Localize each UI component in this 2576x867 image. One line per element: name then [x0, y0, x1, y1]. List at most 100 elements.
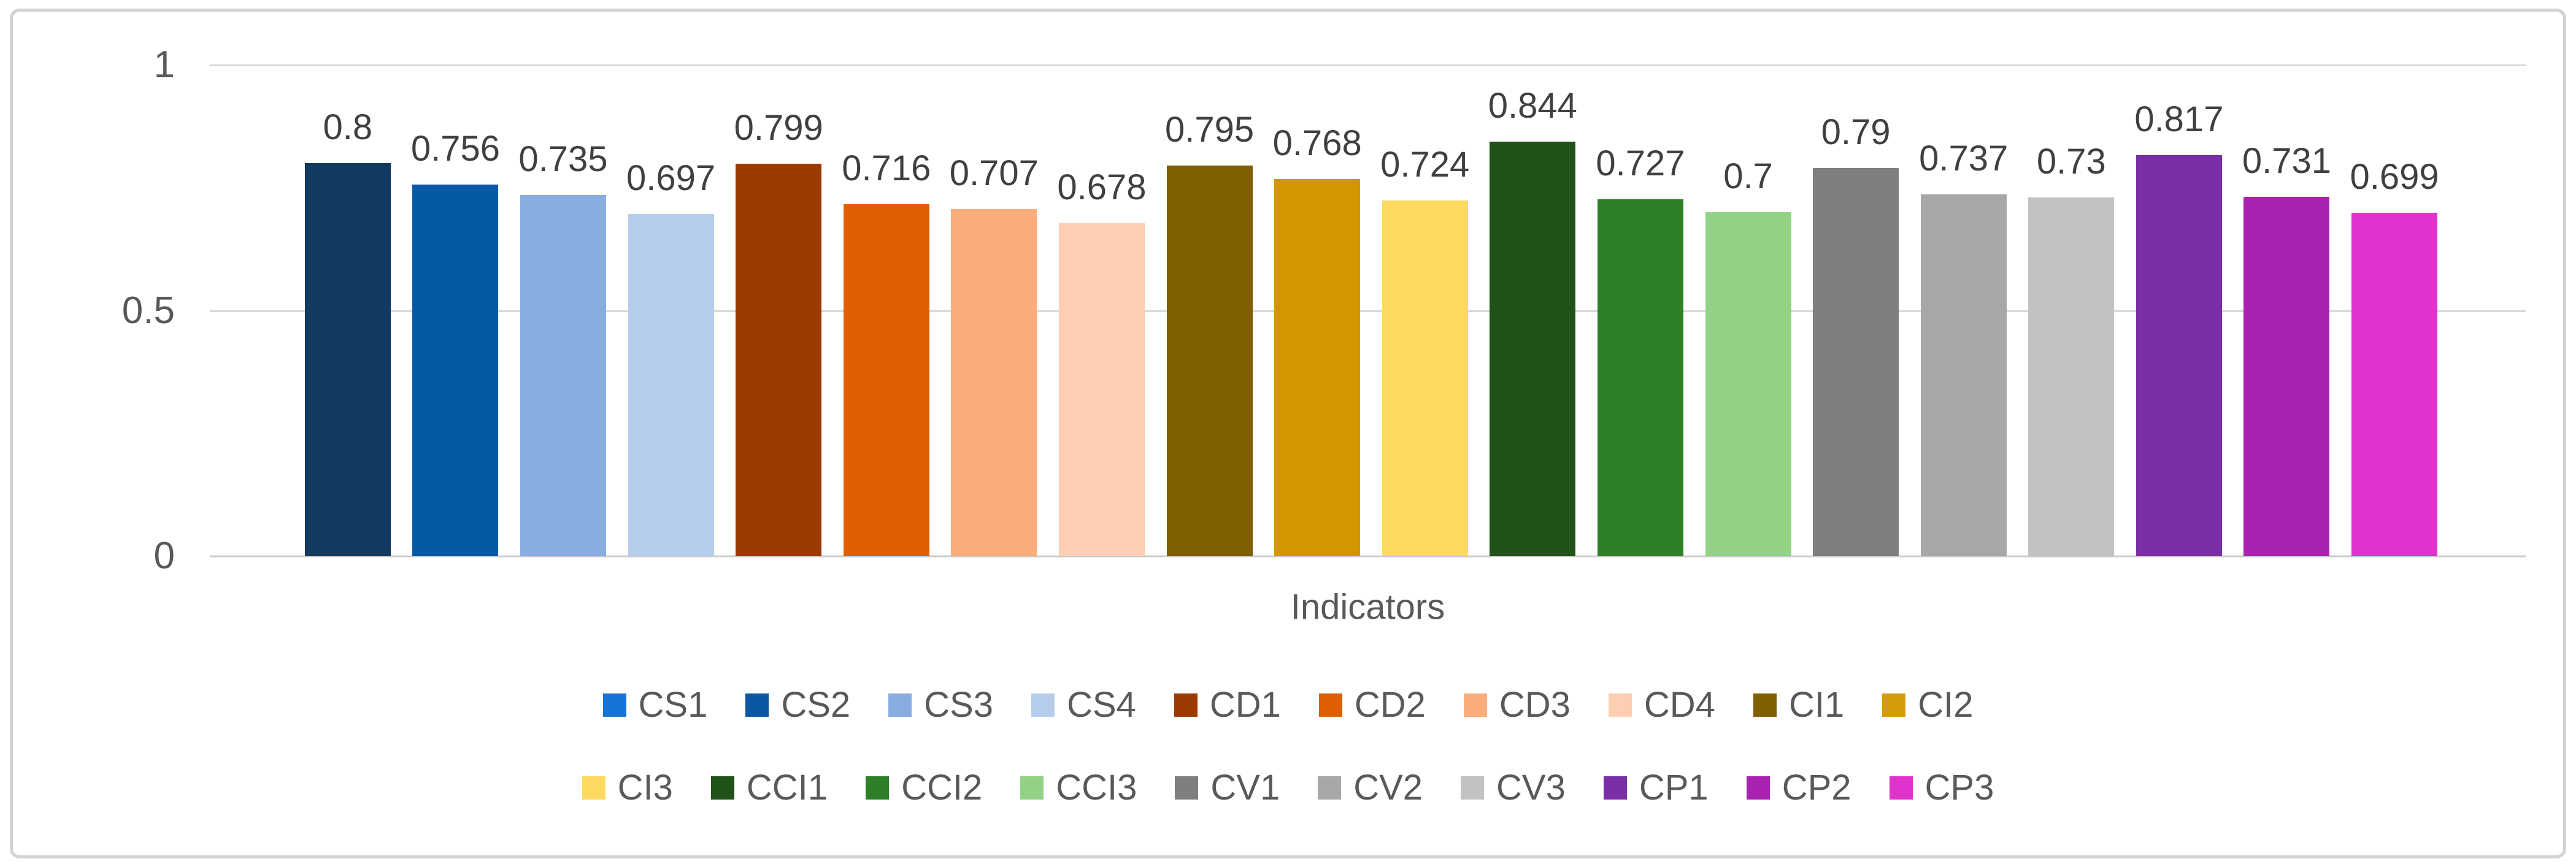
bar-value-label-CD4: 0.678	[1057, 167, 1147, 208]
legend-label-CV1: CV1	[1210, 768, 1280, 808]
legend-swatch-CV1	[1175, 776, 1199, 800]
bar-value-label-CV1: 0.79	[1821, 112, 1891, 153]
bar-CI1	[1166, 166, 1253, 556]
legend-label-CI1: CI1	[1788, 685, 1845, 725]
legend-row-2: CI3 CCI1 CCI2 CCI3 CV1 CV2 CV3 CP1 CP2 CP3	[0, 770, 2576, 806]
bar-slot-CD2: 0.716	[832, 149, 940, 556]
legend-swatch-CP2	[1746, 776, 1770, 800]
bar-slot-CS3: 0.735	[509, 140, 617, 556]
legend-swatch-CV2	[1318, 776, 1342, 800]
bar-slot-CI3: 0.724	[1371, 145, 1479, 556]
bar-CI2	[1274, 179, 1361, 556]
legend-swatch-CP1	[1603, 776, 1627, 800]
legend-item-CV1: CV1	[1175, 770, 1280, 806]
legend-item-CS1: CS1	[602, 687, 707, 723]
bar-value-label-CP2: 0.731	[2242, 141, 2332, 181]
bar-slot-CV3: 0.73	[2018, 142, 2126, 556]
legend-item-CP1: CP1	[1603, 768, 1709, 808]
bar-value-label-CS4: 0.697	[626, 158, 716, 199]
legend-label-CP3: CP3	[1924, 768, 1994, 808]
x-axis-title: Indicators	[1290, 587, 1445, 627]
legend-label-CD2: CD2	[1354, 685, 1426, 725]
bar-value-label-CCI2: 0.727	[1596, 143, 1685, 184]
legend-swatch-CS2	[745, 693, 769, 717]
gridline-0.5	[210, 310, 2526, 312]
bar-slot-CV2: 0.737	[1910, 139, 2018, 556]
legend-label-CV2: CV2	[1353, 768, 1423, 808]
legend-label-CS2: CS2	[781, 685, 851, 725]
bar-value-label-CI2: 0.768	[1272, 123, 1362, 164]
legend-swatch-CS4	[1031, 693, 1055, 717]
legend-item-CV2: CV2	[1318, 770, 1423, 806]
legend-item-CCI2: CCI2	[866, 770, 982, 806]
legend-swatch-CCI1	[710, 776, 734, 800]
bar-value-label-CD3: 0.707	[949, 153, 1039, 194]
legend-swatch-CCI2	[866, 776, 890, 800]
legend-swatch-CV3	[1461, 776, 1485, 800]
bar-slot-CS1: 0.8	[294, 108, 402, 556]
y-tick-label-0: 0	[153, 535, 175, 577]
legend-swatch-CI3	[582, 776, 606, 800]
bar-CCI3	[1705, 212, 1791, 556]
bar-CS2	[412, 185, 499, 556]
bar-CV2	[1920, 194, 2007, 556]
legend-label-CS4: CS4	[1067, 685, 1136, 725]
legend-item-CP2: CP2	[1746, 768, 1851, 808]
legend-label-CV3: CV3	[1496, 768, 1566, 808]
legend-item-CD3: CD3	[1463, 685, 1571, 725]
bar-CD2	[843, 204, 929, 556]
legend-item-CI3: CI3	[582, 770, 673, 806]
bar-CCI1	[1490, 142, 1576, 556]
y-tick-label-0.5: 0.5	[121, 289, 175, 332]
legend-item-CD4: CD4	[1608, 685, 1715, 725]
bar-CS4	[628, 214, 714, 556]
bar-value-label-CP1: 0.817	[2134, 99, 2224, 140]
bar-value-label-CD2: 0.716	[842, 148, 931, 189]
bar-CP3	[2351, 213, 2438, 556]
legend-label-CD4: CD4	[1644, 685, 1715, 725]
bar-slot-CCI1: 0.844	[1479, 86, 1587, 556]
legend-item-CS2: CS2	[745, 687, 850, 723]
bar-slot-CP3: 0.699	[2340, 158, 2448, 556]
legend-swatch-CP3	[1889, 776, 1913, 800]
bar-slot-CCI3: 0.7	[1694, 157, 1802, 556]
legend-swatch-CD2	[1318, 693, 1342, 717]
bars-row: 0.8 0.756 0.735 0.697 0.799 0.716 0.707 0.678 0.…	[294, 86, 2448, 556]
bar-value-label-CP3: 0.699	[2350, 157, 2439, 197]
bar-CV1	[1813, 168, 1899, 556]
bar-CV3	[2028, 197, 2115, 556]
legend-label-CP2: CP2	[1782, 768, 1851, 808]
legend-swatch-CS1	[602, 693, 626, 717]
legend-label-CI3: CI3	[617, 768, 673, 808]
legend-item-CD2: CD2	[1318, 685, 1426, 725]
legend-label-CI2: CI2	[1918, 685, 1974, 725]
bar-slot-CP1: 0.817	[2125, 100, 2233, 556]
legend-label-CD3: CD3	[1499, 685, 1571, 725]
bar-CP1	[2136, 155, 2222, 556]
legend-swatch-CS3	[888, 693, 912, 717]
legend-swatch-CD1	[1174, 693, 1198, 717]
bar-value-label-CI3: 0.724	[1380, 145, 1470, 185]
bar-value-label-CI1: 0.795	[1164, 110, 1255, 150]
legend-item-CS3: CS3	[888, 687, 993, 723]
legend-item-CP3: CP3	[1889, 768, 1994, 808]
bar-slot-CV1: 0.79	[1802, 113, 1910, 556]
bar-CS1	[304, 163, 391, 556]
legend-swatch-CI2	[1882, 693, 1906, 717]
legend-label-CCI3: CCI3	[1056, 768, 1137, 808]
legend-label-CD1: CD1	[1209, 685, 1281, 725]
bar-CS3	[520, 195, 606, 556]
legend-label-CP1: CP1	[1639, 768, 1709, 808]
bar-value-label-CD1: 0.799	[734, 108, 823, 148]
legend-row-1: CS1 CS2 CS3 CS4 CD1 CD2 CD3 CD4 CI1 CI2	[0, 687, 2576, 723]
gridline-0	[210, 556, 2526, 557]
legend-swatch-CD4	[1608, 693, 1632, 717]
legend-swatch-CI1	[1753, 693, 1777, 717]
legend-label-CCI2: CCI2	[901, 768, 983, 808]
bar-CI3	[1382, 201, 1468, 556]
bar-CP2	[2243, 197, 2330, 556]
legend-item-CD1: CD1	[1174, 687, 1281, 723]
bar-CD4	[1058, 223, 1145, 556]
bar-CD1	[736, 164, 822, 556]
